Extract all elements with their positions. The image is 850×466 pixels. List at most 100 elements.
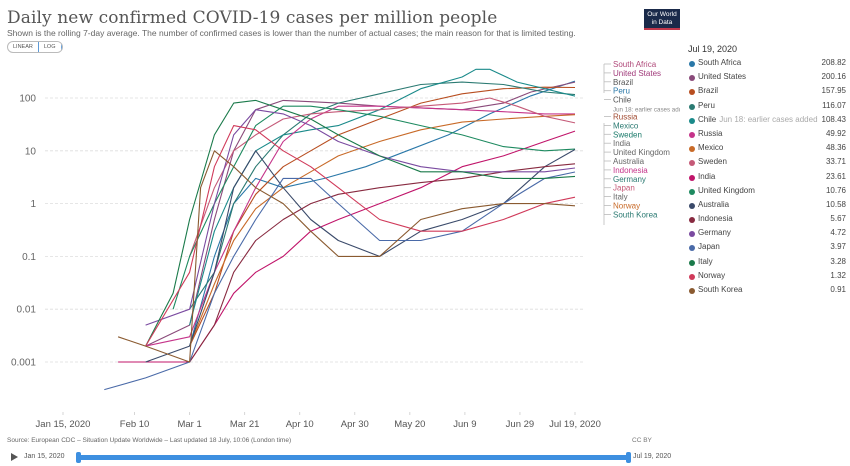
y-tick-label: 0.001 (11, 358, 36, 369)
legend-item[interactable]: Peru 116.07 (688, 100, 846, 114)
series-line-peru (189, 81, 576, 310)
y-tick-label: 100 (19, 94, 36, 105)
y-tick-label: 0.01 (17, 305, 37, 316)
legend-country: India (698, 172, 715, 181)
legend-value: 3.97 (830, 242, 846, 252)
line-label: India (613, 139, 631, 148)
legend-item[interactable]: Japan 3.97 (688, 241, 846, 255)
legend-country-name: Sweden (698, 157, 727, 167)
color-dot-icon (689, 259, 695, 266)
legend-item[interactable]: Norway 1.32 (688, 270, 846, 284)
color-dot-icon (689, 160, 695, 167)
source-note: Source: European CDC – Situation Update … (7, 437, 292, 444)
y-tick-label: 0.1 (22, 252, 36, 263)
color-dot-icon (689, 217, 695, 224)
timeline-end-handle[interactable] (626, 452, 631, 463)
legend-country: Russia (698, 129, 722, 138)
series-line-mexico (189, 114, 576, 347)
timeline-start-handle[interactable] (76, 452, 81, 463)
legend-item[interactable]: Germany 4.72 (688, 227, 846, 241)
linear-scale-button[interactable]: LINEAR (13, 44, 33, 50)
legend-value: 23.61 (825, 171, 846, 181)
legend-item[interactable]: Russia 49.92 (688, 128, 846, 142)
legend-country-name: Mexico (698, 143, 724, 153)
legend-country-name: Japan (698, 242, 720, 252)
color-dot-icon (689, 174, 695, 181)
legend-value: 5.67 (830, 214, 846, 224)
legend-item[interactable]: United Kingdom 10.76 (688, 185, 846, 199)
legend-item[interactable]: Sweden 33.71 (688, 156, 846, 170)
legend-item[interactable]: Brazil 157.95 (688, 85, 846, 99)
color-dot-icon (689, 202, 695, 209)
license-link[interactable]: CC BY (632, 437, 652, 444)
legend-item[interactable]: South Africa 208.82 (688, 57, 846, 71)
x-tick-label: Apr 10 (286, 419, 314, 430)
legend-value: 4.72 (830, 228, 846, 238)
legend-note: Jun 18: earlier cases added (719, 114, 818, 124)
timeline-end-label: Jul 19, 2020 (633, 453, 672, 460)
series-line-united-states (145, 81, 576, 347)
legend-country-name: South Africa (698, 58, 742, 67)
legend-item[interactable]: Italy 3.28 (688, 256, 846, 270)
legend-country-name: United States (698, 72, 747, 82)
legend-country: United States (698, 72, 746, 81)
legend-country-name: Russia (698, 128, 723, 138)
legend-item[interactable]: Mexico 48.36 (688, 142, 846, 156)
timeline-start-label: Jan 15, 2020 (24, 453, 65, 460)
legend-country: Mexico (698, 143, 723, 152)
line-label: Jun 18: earlier cases added (613, 107, 680, 114)
line-label: Brazil (613, 78, 633, 87)
legend-value: 49.92 (825, 128, 846, 138)
legend-item[interactable]: Chile Jun 18: earlier cases added 108.43 (688, 114, 846, 128)
owid-logo[interactable]: Our World in Data (644, 9, 680, 30)
legend-country: Peru (698, 101, 715, 110)
legend-country: Germany (698, 228, 731, 237)
log-scale-button[interactable]: LOG (37, 42, 62, 52)
x-tick-label: Jul 19, 2020 (549, 419, 601, 430)
x-tick-label: Jun 29 (506, 419, 535, 430)
scale-toggle: LINEAR LOG (7, 41, 63, 53)
legend-country: South Korea (698, 285, 742, 294)
legend-item[interactable]: South Korea 0.91 (688, 284, 846, 298)
line-label: United States (613, 69, 661, 78)
legend-country-name: India (698, 171, 716, 181)
legend-value: 157.95 (821, 86, 846, 96)
series-line-russia (145, 105, 575, 347)
series-line-south-korea (117, 150, 576, 363)
line-label: Russia (613, 113, 638, 122)
line-label: Norway (613, 202, 640, 211)
legend-value: 116.07 (822, 100, 846, 110)
series-line-norway (145, 125, 576, 347)
legend-value: 1.32 (830, 270, 846, 280)
timeline-track[interactable] (78, 455, 628, 460)
legend-country: Italy (698, 257, 713, 266)
legend-country: Indonesia (698, 214, 733, 223)
line-label: Germany (613, 175, 646, 184)
x-tick-label: May 20 (394, 419, 425, 430)
logo-line1: Our World (647, 11, 677, 18)
series-line-chile (189, 68, 576, 326)
legend-item[interactable]: Indonesia 5.67 (688, 213, 846, 227)
legend-value: 3.28 (830, 256, 846, 266)
legend-country-name: Australia (698, 199, 730, 209)
legend-country: South Africa (698, 58, 741, 67)
line-label: South Korea (613, 210, 658, 219)
color-dot-icon (689, 231, 695, 238)
legend-date: Jul 19, 2020 (688, 44, 738, 54)
legend-value: 33.71 (825, 157, 846, 167)
x-tick-label: Feb 10 (120, 419, 150, 430)
timeline: Jan 15, 2020 Jul 19, 2020 (7, 450, 847, 464)
play-icon[interactable] (11, 453, 18, 461)
legend-item[interactable]: United States 200.16 (688, 71, 846, 85)
line-label: Australia (613, 157, 645, 166)
legend-country: Sweden (698, 157, 727, 166)
legend-country-name: Chile (698, 114, 717, 124)
legend-country-name: Peru (698, 100, 715, 110)
logo-line2: in Data (651, 19, 673, 26)
color-dot-icon (689, 89, 695, 96)
y-tick-label: 1 (30, 199, 36, 210)
legend-item[interactable]: Australia 10.58 (688, 199, 846, 213)
legend-item[interactable]: India 23.61 (688, 171, 846, 185)
legend-value: 48.36 (825, 143, 846, 153)
color-dot-icon (689, 75, 695, 82)
